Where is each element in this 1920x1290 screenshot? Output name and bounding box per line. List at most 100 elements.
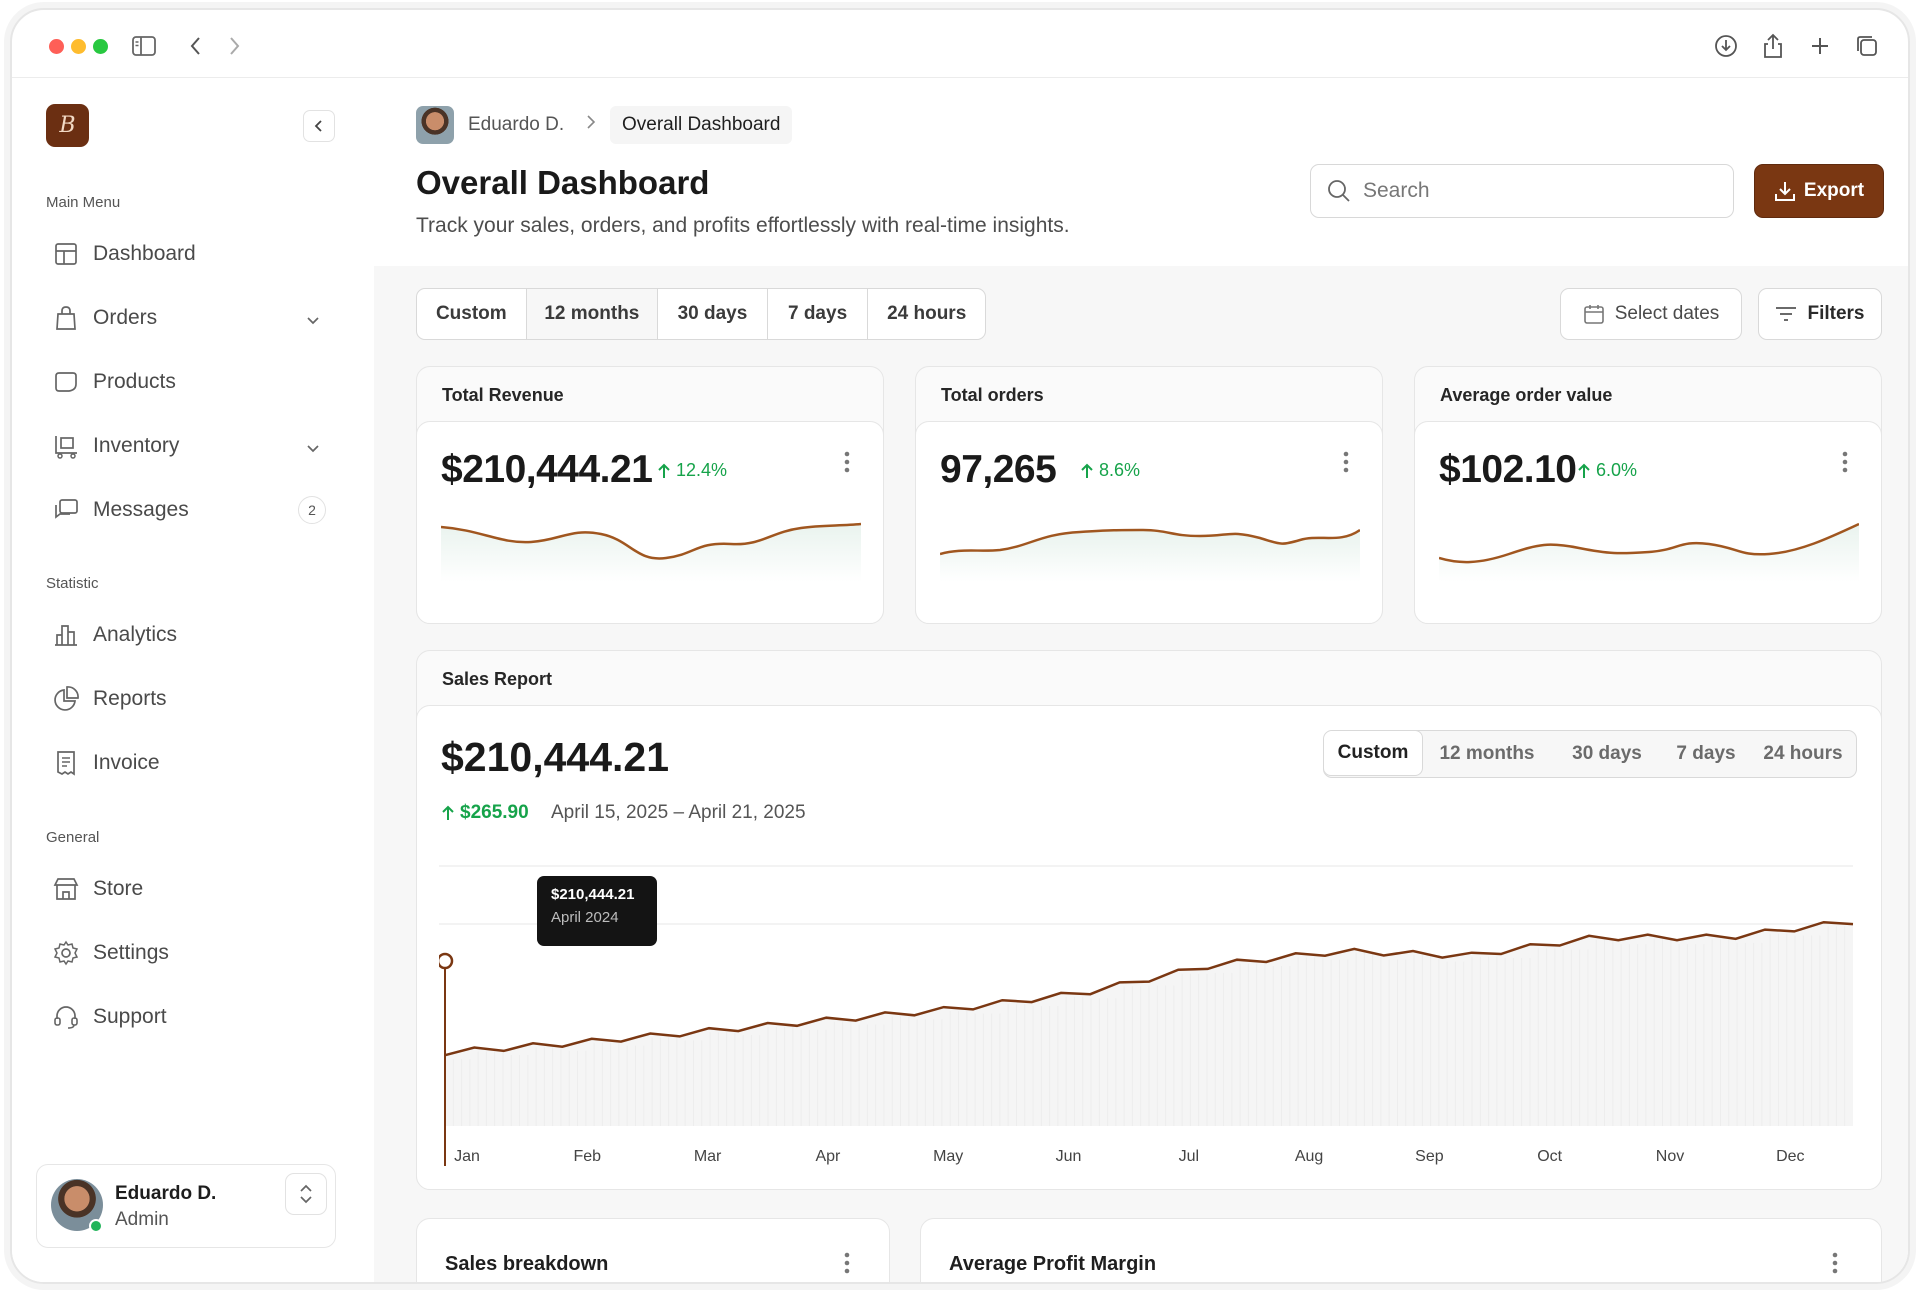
- new-tab-icon[interactable]: [1806, 32, 1834, 60]
- shopping-bag-icon: [52, 304, 80, 332]
- arrow-up-icon: [442, 805, 454, 820]
- sales-area: [445, 922, 1853, 1126]
- range-option-24-hours[interactable]: 24 hours: [1763, 743, 1843, 764]
- user-profile-card[interactable]: Eduardo D. Admin: [36, 1164, 336, 1248]
- hover-point[interactable]: [439, 952, 454, 970]
- back-icon[interactable]: [182, 32, 210, 60]
- store-icon: [52, 875, 80, 903]
- orders-sparkline: [940, 528, 1360, 582]
- sales-report-body: $210,444.21 $265.90 April 15, 2025 – Apr…: [416, 705, 1882, 1190]
- range-option-7-days[interactable]: 7 days: [768, 289, 869, 339]
- download-icon: [1774, 182, 1795, 201]
- range-option-custom[interactable]: Custom: [417, 289, 527, 339]
- tooltip-value: $210,444.21: [551, 886, 635, 903]
- breadcrumb-current: Overall Dashboard: [610, 106, 793, 144]
- account-switcher-button[interactable]: [285, 1173, 327, 1215]
- kpi-delta-value: 12.4%: [676, 460, 728, 480]
- x-axis-label: Jun: [1055, 1148, 1082, 1165]
- more-options-icon[interactable]: [837, 1249, 857, 1277]
- chevron-down-icon[interactable]: [306, 308, 320, 332]
- online-status-dot: [89, 1219, 103, 1233]
- forward-icon[interactable]: [220, 32, 248, 60]
- minimize-window-button[interactable]: [71, 39, 86, 54]
- filter-icon: [1776, 307, 1797, 321]
- sales-line: [444, 920, 1854, 1057]
- export-label: Export: [1803, 180, 1865, 201]
- receipt-icon: [52, 749, 80, 777]
- sidebar: B Main Menu Dashboard Orders Products In…: [12, 78, 374, 1282]
- kpi-delta-value: 6.0%: [1596, 460, 1638, 480]
- x-axis-label: Oct: [1537, 1148, 1563, 1165]
- sidebar-item-label: Dashboard: [93, 242, 196, 265]
- range-option-30-days[interactable]: 30 days: [1572, 743, 1642, 764]
- x-axis-label: Sep: [1415, 1148, 1444, 1165]
- more-options-icon[interactable]: [1336, 448, 1356, 476]
- search-box[interactable]: [1310, 164, 1734, 218]
- chart-tooltip: $210,444.21 April 2024: [537, 876, 657, 946]
- more-options-icon[interactable]: [837, 448, 857, 476]
- x-axis-label: Feb: [573, 1148, 602, 1165]
- export-button[interactable]: Export: [1754, 164, 1884, 218]
- range-option-7-days[interactable]: 7 days: [1676, 743, 1736, 764]
- average-profit-margin-card: Average Profit Margin: [920, 1218, 1882, 1282]
- aov-sparkline: [1439, 522, 1859, 582]
- kpi-delta: 6.0%: [1577, 460, 1637, 481]
- sidebar-item-store[interactable]: Store: [52, 867, 332, 911]
- arrow-up-icon: [1081, 463, 1093, 478]
- sidebar-item-messages[interactable]: Messages 2: [52, 488, 332, 532]
- breadcrumb-user[interactable]: Eduardo D.: [468, 114, 565, 135]
- sales-change-value: $265.90: [460, 802, 529, 823]
- range-option-12-months[interactable]: 12 months: [1439, 743, 1535, 764]
- brand-logo[interactable]: B: [46, 104, 89, 147]
- sidebar-item-label: Orders: [93, 306, 158, 329]
- sidebar-item-analytics[interactable]: Analytics: [52, 613, 332, 657]
- more-options-icon[interactable]: [1825, 1249, 1845, 1277]
- range-option-30-days[interactable]: 30 days: [658, 289, 768, 339]
- sidebar-item-invoice[interactable]: Invoice: [52, 741, 332, 785]
- page-subtitle: Track your sales, orders, and profits ef…: [416, 214, 1070, 237]
- more-options-icon[interactable]: [1835, 448, 1855, 476]
- kpi-body: 97,265 8.6%: [915, 421, 1383, 624]
- sales-chart[interactable]: [439, 856, 1859, 1166]
- chevron-down-icon[interactable]: [306, 436, 320, 460]
- sidebar-item-orders[interactable]: Orders: [52, 296, 332, 340]
- filters-button[interactable]: Filters: [1758, 288, 1882, 340]
- range-option-12-months[interactable]: 12 months: [526, 289, 659, 339]
- search-input[interactable]: [1363, 179, 1723, 203]
- kpi-card-total-orders: Total orders 97,265 8.6%: [915, 366, 1383, 624]
- sales-date-range: April 15, 2025 – April 21, 2025: [551, 802, 806, 823]
- sidebar-item-products[interactable]: Products: [52, 360, 332, 404]
- messages-icon: [52, 496, 80, 524]
- sidebar-item-dashboard[interactable]: Dashboard: [52, 232, 332, 276]
- sidebar-toggle-icon[interactable]: [130, 32, 158, 60]
- close-window-button[interactable]: [49, 39, 64, 54]
- sidebar-item-reports[interactable]: Reports: [52, 677, 332, 721]
- arrow-up-icon: [658, 463, 670, 478]
- sidebar-item-inventory[interactable]: Inventory: [52, 424, 332, 468]
- x-axis-label: May: [933, 1148, 964, 1165]
- sidebar-item-support[interactable]: Support: [52, 995, 332, 1039]
- section-label-main: Main Menu: [46, 194, 121, 211]
- section-label-statistic: Statistic: [46, 575, 99, 592]
- collapse-sidebar-button[interactable]: [303, 110, 335, 142]
- arrow-up-icon: [1578, 463, 1590, 478]
- x-axis-label: Mar: [693, 1148, 722, 1165]
- sidebar-item-label: Invoice: [93, 751, 160, 774]
- avatar: [416, 106, 454, 144]
- sidebar-item-label: Messages: [93, 498, 189, 521]
- range-option-custom[interactable]: Custom: [1324, 731, 1423, 776]
- kpi-title: Total orders: [941, 385, 1044, 405]
- maximize-window-button[interactable]: [93, 39, 108, 54]
- range-option-24-hours[interactable]: 24 hours: [887, 303, 967, 324]
- section-label-general: General: [46, 829, 100, 846]
- x-axis-label: Aug: [1294, 1148, 1324, 1165]
- sidebar-item-settings[interactable]: Settings: [52, 931, 332, 975]
- filters-label: Filters: [1807, 303, 1865, 324]
- sales-report-title: Sales Report: [442, 669, 553, 689]
- tooltip-date: April 2024: [551, 909, 619, 926]
- share-icon[interactable]: [1759, 32, 1787, 60]
- download-icon[interactable]: [1712, 32, 1740, 60]
- tabs-icon[interactable]: [1853, 32, 1881, 60]
- chevron-left-icon: [314, 120, 322, 132]
- select-dates-button[interactable]: Select dates: [1560, 288, 1742, 340]
